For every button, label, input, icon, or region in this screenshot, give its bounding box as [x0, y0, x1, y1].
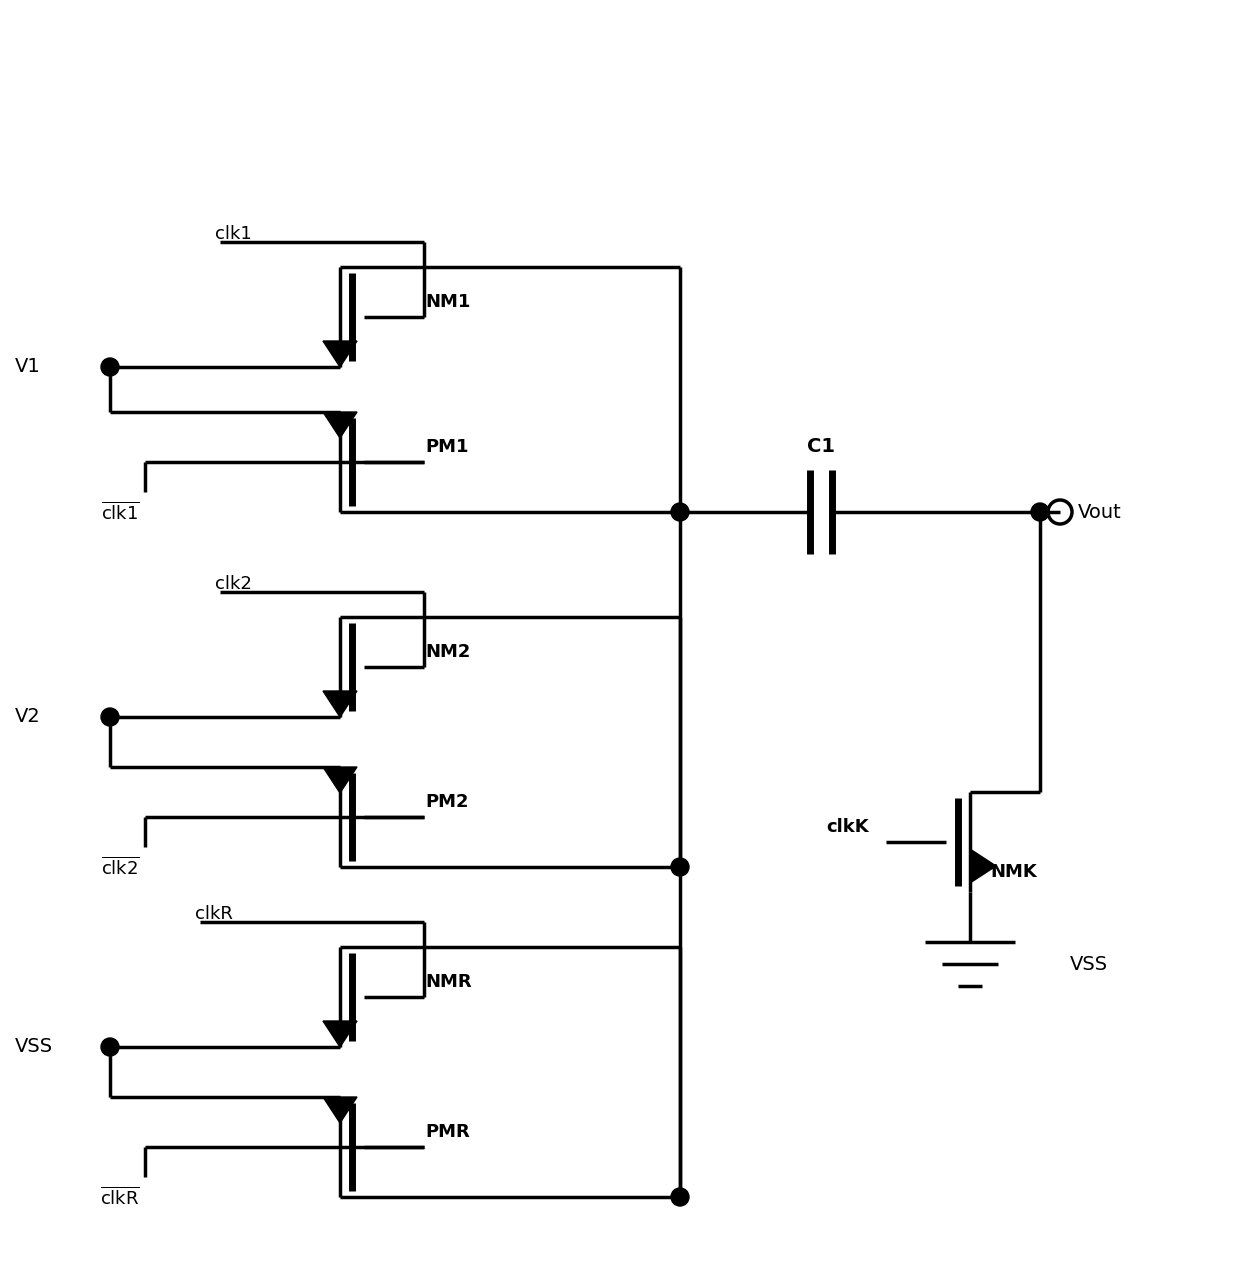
Text: $\overline{\mathsf{clkR}}$: $\overline{\mathsf{clkR}}$: [100, 1186, 140, 1208]
Text: clkR: clkR: [195, 904, 233, 923]
Circle shape: [100, 709, 119, 726]
Text: NMK: NMK: [990, 862, 1037, 881]
Polygon shape: [322, 767, 357, 792]
Text: V2: V2: [15, 707, 41, 726]
Circle shape: [100, 357, 119, 377]
Text: PM2: PM2: [425, 792, 469, 812]
Text: clkK: clkK: [826, 818, 869, 836]
Text: VSS: VSS: [15, 1038, 53, 1057]
Text: clk2: clk2: [215, 575, 252, 593]
Text: clk1: clk1: [215, 225, 252, 243]
Text: NMR: NMR: [425, 973, 471, 991]
Polygon shape: [322, 412, 357, 438]
Text: $\overline{\mathsf{clk1}}$: $\overline{\mathsf{clk1}}$: [102, 501, 140, 523]
Text: PM1: PM1: [425, 438, 469, 455]
Circle shape: [671, 502, 689, 522]
Text: VSS: VSS: [1070, 954, 1109, 973]
Text: V1: V1: [15, 357, 41, 377]
Text: NM1: NM1: [425, 293, 470, 310]
Text: C1: C1: [807, 438, 835, 457]
Polygon shape: [322, 1096, 357, 1123]
Text: Vout: Vout: [1078, 502, 1122, 522]
Text: $\overline{\mathsf{clk2}}$: $\overline{\mathsf{clk2}}$: [102, 856, 140, 878]
Circle shape: [671, 1188, 689, 1206]
Circle shape: [1030, 502, 1049, 522]
Circle shape: [100, 1038, 119, 1056]
Polygon shape: [322, 691, 357, 717]
Polygon shape: [970, 848, 996, 883]
Text: NM2: NM2: [425, 644, 470, 661]
Text: PMR: PMR: [425, 1123, 470, 1141]
Polygon shape: [322, 341, 357, 368]
Polygon shape: [322, 1021, 357, 1047]
Circle shape: [671, 859, 689, 876]
